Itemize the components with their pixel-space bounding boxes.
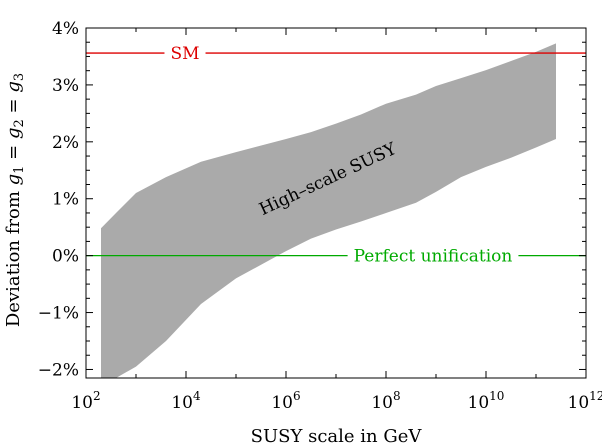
x-tick-label: 102 (71, 389, 100, 413)
sm-label: SM (170, 44, 199, 64)
y-axis-label-sub1: 1 (12, 166, 27, 174)
y-tick-label: 3% (52, 76, 79, 96)
y-tick-label: 4% (52, 19, 79, 39)
tick-marks (85, 27, 587, 378)
y-axis-label-eq2: = (3, 93, 24, 120)
y-tick-label: 1% (52, 190, 79, 210)
band-layer (101, 43, 556, 379)
tick-labels: 102 104 106 108 1010 1012 −2% −1% 0% 1% 2% 3% 4% (38, 19, 602, 413)
y-tick-label: −2% (38, 360, 79, 380)
x-tick-label: 1012 (568, 389, 602, 413)
y-axis-label-text: Deviation from (3, 185, 24, 327)
x-tick-label: 106 (271, 389, 300, 413)
y-tick-label: −1% (38, 304, 79, 324)
x-tick-label: 1010 (468, 389, 505, 413)
perfect-unification-label-background (347, 246, 519, 267)
sm-label-background (164, 44, 206, 65)
x-axis-label: SUSY scale in GeV (251, 426, 423, 447)
y-axis-label-g3: g (3, 81, 24, 93)
y-axis-label-sub3: 3 (12, 73, 27, 81)
y-axis-label-g1: g (3, 174, 24, 186)
high-scale-susy-band (101, 43, 556, 379)
perfect-unification-label: Perfect unification (354, 247, 513, 267)
y-axis-label-eq1: = (3, 139, 24, 166)
y-axis-label-g2: g (3, 127, 24, 139)
y-tick-label: 2% (52, 133, 79, 153)
y-tick-label: 0% (52, 247, 79, 267)
x-tick-label: 108 (371, 389, 400, 413)
y-axis-label-sub2: 2 (12, 119, 27, 127)
y-axis-label: Deviation from g1 = g2 = g3 (3, 73, 27, 327)
x-tick-label: 104 (171, 389, 201, 413)
